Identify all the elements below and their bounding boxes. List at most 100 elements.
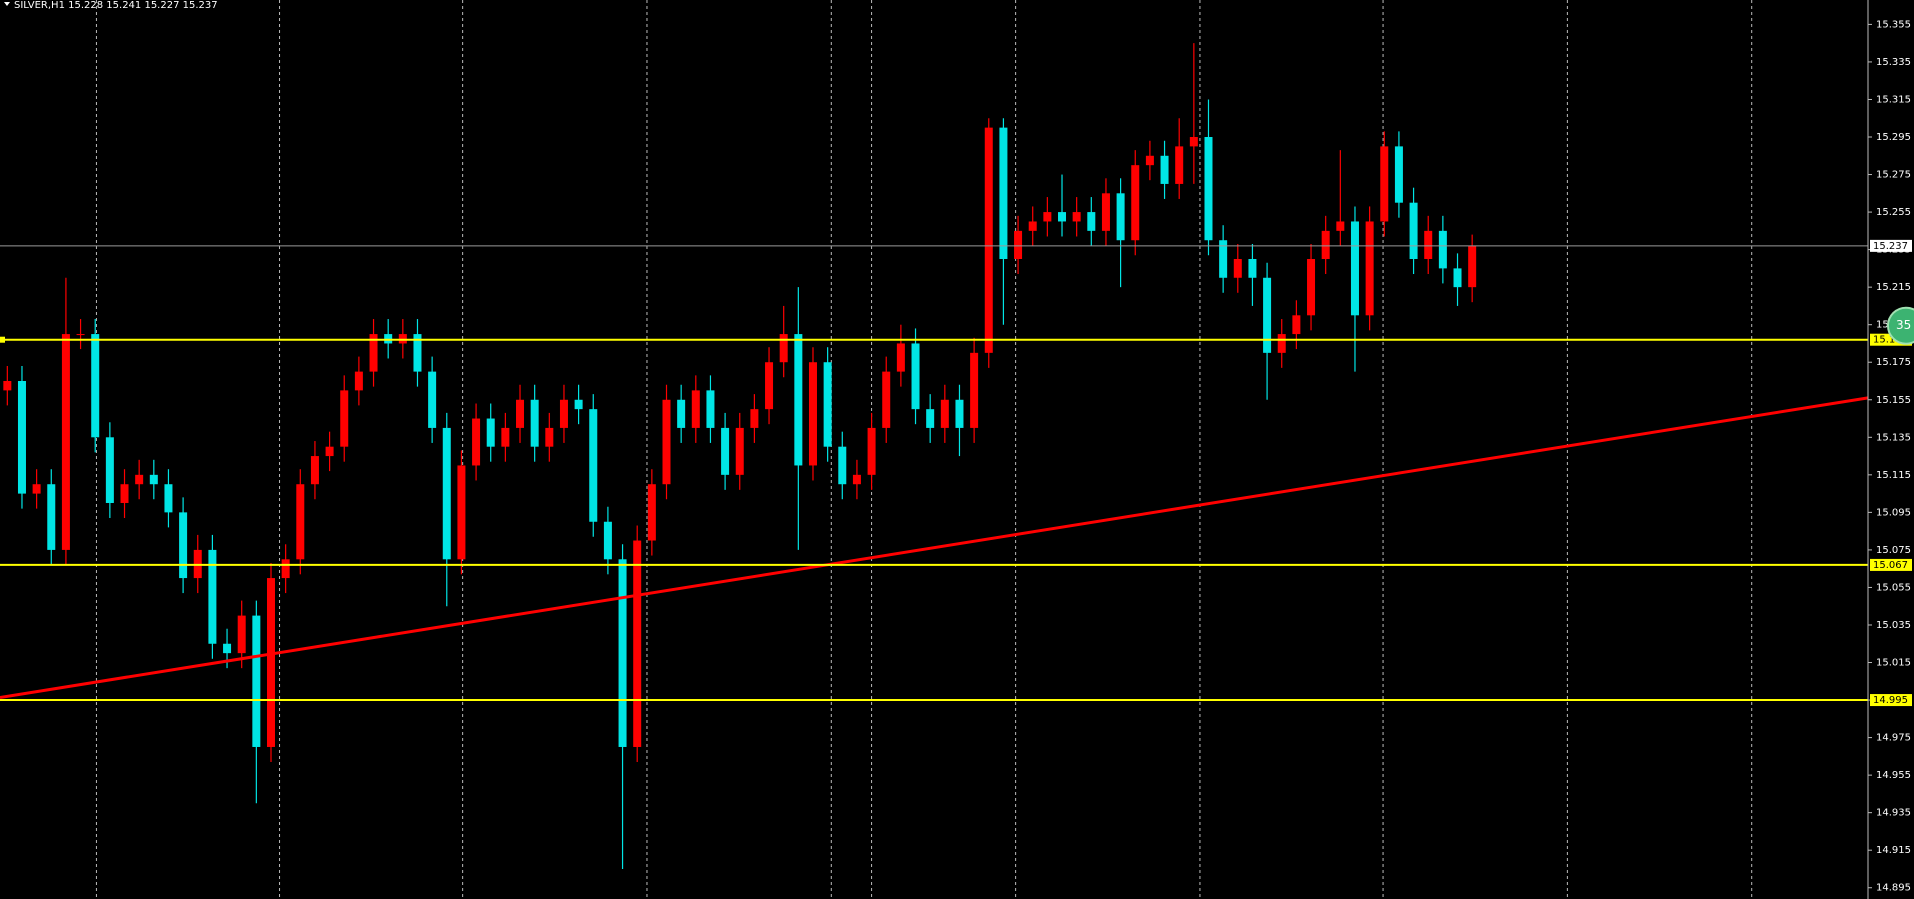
candle-body <box>603 521 612 560</box>
candle-body <box>1380 146 1389 222</box>
candle-body <box>1072 212 1081 222</box>
y-tick-label: 15.255 <box>1876 207 1911 218</box>
y-tick-label: 15.275 <box>1876 170 1911 181</box>
candle-body <box>779 334 788 363</box>
y-tick-label: 15.055 <box>1876 582 1911 593</box>
y-tick-label: 14.895 <box>1876 883 1911 894</box>
candle-body <box>1409 202 1418 260</box>
candle-body <box>1014 230 1023 260</box>
candle-body <box>1175 146 1184 184</box>
candle-body <box>1365 221 1374 316</box>
candle-body <box>794 334 803 466</box>
candle-body <box>940 399 949 428</box>
candle-body <box>559 399 568 428</box>
candle-body <box>721 427 730 475</box>
candle-body <box>1204 137 1213 241</box>
candle-body <box>1131 165 1140 241</box>
candle-body <box>574 399 583 410</box>
candle-body <box>1438 230 1447 269</box>
candle-body <box>838 446 847 485</box>
candle-body <box>1248 259 1257 278</box>
candle-body <box>1307 259 1316 316</box>
menu-arrow[interactable] <box>4 2 10 6</box>
candle-body <box>896 343 905 372</box>
candle-body <box>164 484 173 513</box>
y-tick-label: 14.975 <box>1876 733 1911 744</box>
candle-body <box>1350 221 1359 316</box>
candle-body <box>486 418 495 447</box>
candle-body <box>91 334 100 438</box>
candle-body <box>662 399 671 485</box>
candle-body <box>1028 221 1037 231</box>
candle-body <box>589 409 598 522</box>
candle-body <box>1043 212 1052 222</box>
y-tick-label: 15.295 <box>1876 132 1911 143</box>
candle-body <box>135 474 144 485</box>
candle-body <box>179 512 188 579</box>
candle-body <box>310 456 319 485</box>
candle-body <box>149 474 158 485</box>
candle-body <box>1453 268 1462 288</box>
candle-body <box>852 474 861 485</box>
candle-body <box>984 127 993 353</box>
candle-body <box>1189 137 1198 147</box>
y-tick-label: 15.075 <box>1876 545 1911 556</box>
candle-body <box>735 427 744 475</box>
candle-body <box>32 484 41 494</box>
candle-body <box>633 540 642 747</box>
level-label-box <box>1870 558 1912 571</box>
candle-body <box>369 334 378 372</box>
candle-body <box>428 371 437 428</box>
price-axis: 15.355 15.335 15.315 15.295 15.275 15.255 15.2… <box>1868 19 1914 894</box>
level-anchor <box>0 336 5 343</box>
y-tick-label: 14.955 <box>1876 770 1911 781</box>
level-label: 15.067 <box>1873 560 1908 571</box>
candle-body <box>926 409 935 428</box>
candle-body <box>970 352 979 428</box>
price-label: 15.237 <box>1873 241 1908 252</box>
candle-body <box>237 615 246 654</box>
candle-body <box>823 362 832 447</box>
candle-body <box>1145 155 1154 166</box>
trendline <box>0 396 1869 699</box>
candle-body <box>808 362 817 466</box>
candle-body <box>1321 230 1330 260</box>
candle-body <box>647 484 656 541</box>
candle-body <box>1263 277 1272 353</box>
y-tick-label: 15.095 <box>1876 507 1911 518</box>
candle-body <box>706 390 715 428</box>
level-label-box <box>1870 694 1912 707</box>
candle-body <box>1277 334 1286 353</box>
candle-body <box>1219 240 1228 278</box>
candle-body <box>266 578 275 747</box>
candle-body <box>296 484 305 560</box>
candle-body <box>911 343 920 410</box>
price-label-box <box>1870 239 1912 252</box>
candle-body <box>413 334 422 372</box>
plot <box>0 43 1869 869</box>
chart-title: SILVER,H1 15.228 15.241 15.227 15.237 <box>14 0 218 11</box>
candle-body <box>765 362 774 410</box>
candle-body <box>1468 245 1477 288</box>
candle-body <box>750 409 759 428</box>
candle-body <box>325 446 334 457</box>
y-tick-label: 14.935 <box>1876 808 1911 819</box>
y-tick-label: 15.215 <box>1876 282 1911 293</box>
candle-body <box>442 427 451 560</box>
candle-body <box>501 427 510 447</box>
y-tick-label: 15.155 <box>1876 395 1911 406</box>
candle-body <box>120 484 129 503</box>
candle-body <box>1394 146 1403 203</box>
candle-body <box>61 334 70 550</box>
badge-text: 35 <box>1896 318 1911 332</box>
y-tick-label: 14.915 <box>1876 845 1911 856</box>
candle-body <box>691 390 700 428</box>
candle-body <box>340 390 349 447</box>
level-label: 15.187 <box>1873 335 1908 346</box>
candle-body <box>1233 259 1242 278</box>
candle-body <box>1058 212 1067 222</box>
candle-body <box>252 615 261 747</box>
y-tick-label: 15.175 <box>1876 357 1911 368</box>
